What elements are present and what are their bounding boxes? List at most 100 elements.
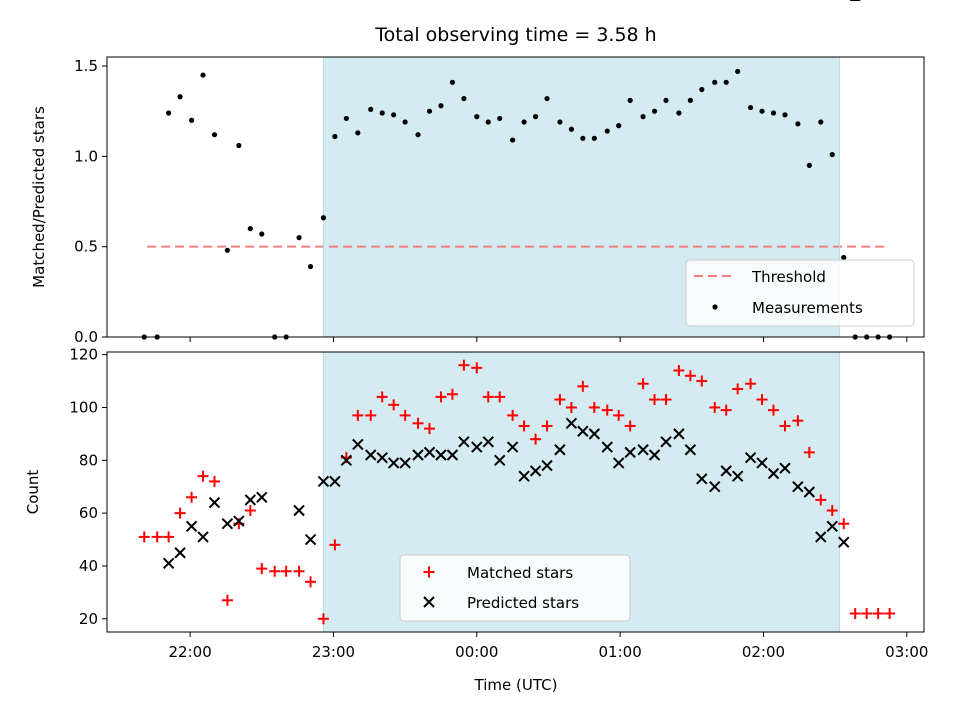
measurement-point bbox=[640, 114, 646, 120]
top-y-tick-label: 1.0 bbox=[74, 147, 98, 165]
predicted-star-point bbox=[756, 457, 768, 469]
measurement-point bbox=[591, 135, 597, 141]
measurement-point bbox=[616, 123, 622, 129]
x-tick-label: 01:00 bbox=[599, 643, 642, 661]
predicted-star-point bbox=[221, 517, 234, 530]
measurement-point bbox=[521, 119, 527, 125]
matched-star-point bbox=[838, 518, 850, 530]
matched-star-point bbox=[861, 608, 873, 620]
matched-star-point bbox=[872, 608, 884, 620]
matched-star-point bbox=[554, 394, 566, 406]
x-axis-label: Time (UTC) bbox=[474, 676, 558, 694]
measurement-point bbox=[236, 142, 242, 149]
measurement-point bbox=[449, 79, 456, 85]
predicted-star-point bbox=[352, 438, 364, 451]
bottom-y-tick-label: 60 bbox=[79, 504, 98, 522]
matched-star-point bbox=[317, 613, 329, 625]
matched-star-point bbox=[768, 404, 779, 416]
measurement-point bbox=[676, 110, 682, 116]
threshold-legend-label: Threshold bbox=[751, 268, 826, 286]
matched-stars-legend-label: Matched stars bbox=[467, 564, 573, 582]
matched-star-point bbox=[494, 391, 506, 403]
matched-star-point bbox=[197, 470, 209, 482]
measurement-point bbox=[355, 130, 361, 136]
matched-star-point bbox=[673, 364, 685, 376]
predicted-star-point bbox=[376, 451, 388, 464]
matched-star-point bbox=[352, 409, 364, 421]
predicted-star-point bbox=[365, 449, 377, 461]
predicted-star-point bbox=[815, 531, 827, 543]
measurement-point bbox=[259, 231, 265, 237]
predicted-star-point bbox=[767, 467, 780, 480]
predicted-star-point bbox=[197, 531, 209, 543]
measurement-point bbox=[580, 135, 586, 141]
predicted-star-point bbox=[412, 449, 424, 461]
measurement-point bbox=[712, 79, 718, 85]
measurement-point bbox=[188, 117, 195, 123]
predicted-star-point bbox=[423, 446, 436, 459]
measurement-point bbox=[379, 110, 385, 116]
predicted-star-point bbox=[709, 481, 721, 493]
matched-star-point bbox=[565, 401, 577, 413]
matched-star-point bbox=[624, 420, 636, 432]
predicted-star-point bbox=[208, 496, 221, 509]
matched-star-point bbox=[424, 423, 435, 435]
measurement-point bbox=[200, 72, 206, 78]
matched-star-point bbox=[507, 409, 519, 421]
top-panel: 0.0 0.5 1.0 1.5 Matched/Predicted stars Thr… bbox=[30, 56, 925, 346]
predicted-star-point bbox=[673, 428, 685, 440]
measurement-point bbox=[747, 104, 754, 111]
measurement-point bbox=[723, 79, 729, 85]
bottom-panel: 20 40 60 80 100 120 22:00 23:00 00:00 01:00 02:00… bbox=[24, 0, 928, 694]
predicted-star-point bbox=[256, 491, 268, 503]
matched-star-point bbox=[482, 391, 494, 403]
bottom-y-axis-label: Count bbox=[24, 470, 42, 515]
bottom-y-tick-label: 120 bbox=[69, 346, 98, 364]
predicted-star-point bbox=[660, 436, 672, 448]
predicted-star-point bbox=[601, 441, 613, 453]
bottom-legend: Matched stars Predicted stars bbox=[399, 554, 631, 622]
matched-star-point bbox=[849, 608, 861, 620]
top-legend: Threshold Measurements bbox=[685, 259, 915, 327]
matched-star-point bbox=[732, 383, 744, 395]
predicted-stars-legend-marker bbox=[423, 596, 435, 608]
predicted-star-point bbox=[162, 557, 175, 570]
predicted-star-point bbox=[518, 470, 530, 482]
matched-star-point bbox=[138, 531, 150, 543]
matched-stars-legend-swatch bbox=[423, 566, 435, 578]
matched-star-point bbox=[637, 378, 649, 390]
matched-stars-legend-marker bbox=[423, 566, 435, 578]
matched-star-point bbox=[577, 380, 589, 392]
matched-star-point bbox=[412, 417, 424, 429]
measurement-point bbox=[438, 103, 444, 109]
matched-star-point bbox=[376, 391, 388, 403]
top-y-ticks: 0.0 0.5 1.0 1.5 bbox=[74, 57, 107, 346]
matched-star-point bbox=[269, 565, 281, 577]
matched-star-point bbox=[649, 394, 661, 406]
measurement-point bbox=[177, 94, 183, 100]
measurement-point bbox=[806, 162, 812, 168]
predicted-star-point bbox=[329, 475, 341, 488]
measurement-point bbox=[568, 126, 575, 132]
matched-star-point bbox=[518, 420, 530, 432]
matched-star-point bbox=[745, 378, 757, 390]
measurement-point bbox=[829, 151, 835, 158]
x-tick-label: 03:00 bbox=[885, 643, 928, 661]
matched-star-point bbox=[530, 433, 542, 445]
matched-stars-points bbox=[138, 359, 896, 625]
top-y-axis-label: Matched/Predicted stars bbox=[30, 106, 48, 288]
measurement-point bbox=[557, 119, 563, 125]
matched-star-point bbox=[720, 404, 732, 416]
matched-star-point bbox=[186, 491, 198, 503]
measurement-point bbox=[332, 133, 338, 140]
measurement-point bbox=[426, 108, 433, 114]
predicted-star-point bbox=[435, 449, 447, 461]
predicted-star-point bbox=[612, 457, 625, 469]
predicted-star-point bbox=[624, 446, 636, 459]
predicted-star-point bbox=[577, 425, 589, 437]
measurement-points bbox=[141, 68, 893, 340]
bottom-x-ticks: 22:00 23:00 00:00 01:00 02:00 03:00 bbox=[169, 632, 928, 661]
matched-star-point bbox=[660, 394, 672, 406]
x-tick-label: 23:00 bbox=[312, 643, 355, 661]
